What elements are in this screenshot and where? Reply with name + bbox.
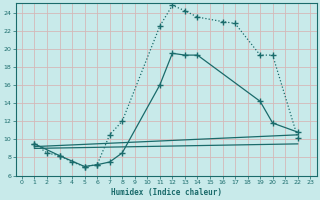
X-axis label: Humidex (Indice chaleur): Humidex (Indice chaleur) <box>111 188 221 197</box>
